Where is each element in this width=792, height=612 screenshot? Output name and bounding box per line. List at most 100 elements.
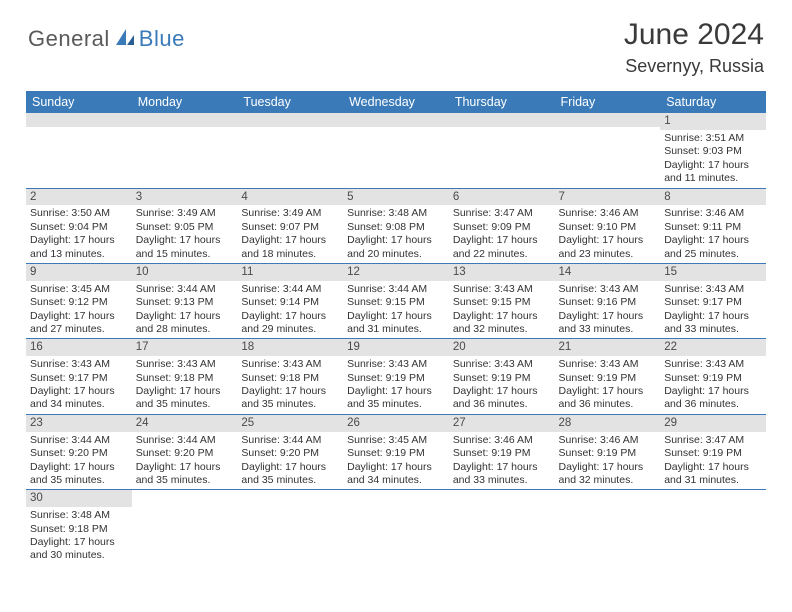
day-number: 15 <box>664 266 677 278</box>
sunset-text: Sunset: 9:15 PM <box>347 296 445 309</box>
daylight-text: Daylight: 17 hours and 33 minutes. <box>559 310 657 337</box>
sunset-text: Sunset: 9:19 PM <box>453 447 551 460</box>
sunrise-text: Sunrise: 3:43 AM <box>559 283 657 296</box>
calendar-day-cell: 15Sunrise: 3:43 AMSunset: 9:17 PMDayligh… <box>660 263 766 338</box>
daylight-text: Daylight: 17 hours and 15 minutes. <box>136 234 234 261</box>
sunset-text: Sunset: 9:03 PM <box>664 145 762 158</box>
day-number: 4 <box>241 191 247 203</box>
daylight-text: Daylight: 17 hours and 27 minutes. <box>30 310 128 337</box>
day-number-bar: 10 <box>132 264 238 281</box>
sunset-text: Sunset: 9:19 PM <box>453 372 551 385</box>
calendar-day-cell: 29Sunrise: 3:47 AMSunset: 9:19 PMDayligh… <box>660 414 766 489</box>
day-number-bar: 8 <box>660 189 766 206</box>
day-number-bar: 14 <box>555 264 661 281</box>
day-number: 5 <box>347 191 353 203</box>
daylight-text: Daylight: 17 hours and 11 minutes. <box>664 159 762 186</box>
sunset-text: Sunset: 9:05 PM <box>136 221 234 234</box>
sunrise-text: Sunrise: 3:44 AM <box>241 283 339 296</box>
sunrise-text: Sunrise: 3:51 AM <box>664 132 762 145</box>
day-number-bar: 28 <box>555 415 661 432</box>
daylight-text: Daylight: 17 hours and 13 minutes. <box>30 234 128 261</box>
daylight-text: Daylight: 17 hours and 23 minutes. <box>559 234 657 261</box>
day-number: 30 <box>30 492 43 504</box>
day-number: 1 <box>664 115 670 127</box>
day-number-bar: 19 <box>343 339 449 356</box>
calendar-day-cell: 24Sunrise: 3:44 AMSunset: 9:20 PMDayligh… <box>132 414 238 489</box>
calendar-day-cell: 3Sunrise: 3:49 AMSunset: 9:05 PMDaylight… <box>132 188 238 263</box>
calendar-week-row: 9Sunrise: 3:45 AMSunset: 9:12 PMDaylight… <box>26 263 766 338</box>
day-number-bar: 22 <box>660 339 766 356</box>
empty-day-bar <box>132 113 238 127</box>
weekday-header: Thursday <box>449 91 555 113</box>
calendar-day-cell: 12Sunrise: 3:44 AMSunset: 9:15 PMDayligh… <box>343 263 449 338</box>
calendar-day-cell: 5Sunrise: 3:48 AMSunset: 9:08 PMDaylight… <box>343 188 449 263</box>
sunrise-text: Sunrise: 3:43 AM <box>664 283 762 296</box>
daylight-text: Daylight: 17 hours and 30 minutes. <box>30 536 128 563</box>
sunrise-text: Sunrise: 3:43 AM <box>664 358 762 371</box>
sunset-text: Sunset: 9:19 PM <box>664 447 762 460</box>
calendar-week-row: 2Sunrise: 3:50 AMSunset: 9:04 PMDaylight… <box>26 188 766 263</box>
calendar-week-row: 30Sunrise: 3:48 AMSunset: 9:18 PMDayligh… <box>26 490 766 568</box>
day-number-bar: 13 <box>449 264 555 281</box>
calendar-day-cell: 8Sunrise: 3:46 AMSunset: 9:11 PMDaylight… <box>660 188 766 263</box>
sunset-text: Sunset: 9:08 PM <box>347 221 445 234</box>
day-number: 14 <box>559 266 572 278</box>
day-number-bar: 12 <box>343 264 449 281</box>
day-number: 25 <box>241 417 254 429</box>
sunset-text: Sunset: 9:19 PM <box>347 372 445 385</box>
day-number: 2 <box>30 191 36 203</box>
empty-day-bar <box>343 113 449 127</box>
sunrise-text: Sunrise: 3:44 AM <box>136 434 234 447</box>
calendar-day-cell: 13Sunrise: 3:43 AMSunset: 9:15 PMDayligh… <box>449 263 555 338</box>
calendar-day-cell: 1 Sunrise: 3:51 AMSunset: 9:03 PMDaylight… <box>660 113 766 188</box>
sunset-text: Sunset: 9:16 PM <box>559 296 657 309</box>
day-number: 18 <box>241 341 254 353</box>
daylight-text: Daylight: 17 hours and 32 minutes. <box>559 461 657 488</box>
sunrise-text: Sunrise: 3:46 AM <box>559 207 657 220</box>
day-number-bar: 9 <box>26 264 132 281</box>
day-number-bar: 4 <box>237 189 343 206</box>
sunrise-text: Sunrise: 3:43 AM <box>136 358 234 371</box>
logo-text-blue: Blue <box>139 26 185 52</box>
sunrise-text: Sunrise: 3:46 AM <box>559 434 657 447</box>
sunset-text: Sunset: 9:20 PM <box>241 447 339 460</box>
weekday-header: Saturday <box>660 91 766 113</box>
calendar-day-cell: 26Sunrise: 3:45 AMSunset: 9:19 PMDayligh… <box>343 414 449 489</box>
day-number-bar: 30 <box>26 490 132 507</box>
calendar-day-cell: 10Sunrise: 3:44 AMSunset: 9:13 PMDayligh… <box>132 263 238 338</box>
day-number-bar: 7 <box>555 189 661 206</box>
daylight-text: Daylight: 17 hours and 31 minutes. <box>664 461 762 488</box>
day-number: 3 <box>136 191 142 203</box>
calendar-day-cell <box>343 113 449 188</box>
calendar-day-cell: 2Sunrise: 3:50 AMSunset: 9:04 PMDaylight… <box>26 188 132 263</box>
calendar-day-cell <box>237 113 343 188</box>
daylight-text: Daylight: 17 hours and 35 minutes. <box>241 461 339 488</box>
sunrise-text: Sunrise: 3:46 AM <box>453 434 551 447</box>
daylight-text: Daylight: 17 hours and 36 minutes. <box>453 385 551 412</box>
daylight-text: Daylight: 17 hours and 25 minutes. <box>664 234 762 261</box>
daylight-text: Daylight: 17 hours and 22 minutes. <box>453 234 551 261</box>
calendar-day-cell: 17Sunrise: 3:43 AMSunset: 9:18 PMDayligh… <box>132 339 238 414</box>
weekday-header: Monday <box>132 91 238 113</box>
day-number-bar: 3 <box>132 189 238 206</box>
daylight-text: Daylight: 17 hours and 35 minutes. <box>30 461 128 488</box>
sunrise-text: Sunrise: 3:47 AM <box>453 207 551 220</box>
empty-day-bar <box>449 113 555 127</box>
calendar-day-cell <box>449 113 555 188</box>
day-number: 29 <box>664 417 677 429</box>
title-block: June 2024 Severnyy, Russia <box>624 18 764 77</box>
weekday-header: Sunday <box>26 91 132 113</box>
day-number: 23 <box>30 417 43 429</box>
sunrise-text: Sunrise: 3:43 AM <box>30 358 128 371</box>
calendar-day-cell: 21Sunrise: 3:43 AMSunset: 9:19 PMDayligh… <box>555 339 661 414</box>
day-number-bar: 24 <box>132 415 238 432</box>
sunrise-text: Sunrise: 3:43 AM <box>453 283 551 296</box>
sunrise-text: Sunrise: 3:48 AM <box>347 207 445 220</box>
sunset-text: Sunset: 9:19 PM <box>664 372 762 385</box>
day-number-bar: 11 <box>237 264 343 281</box>
calendar-day-cell: 22Sunrise: 3:43 AMSunset: 9:19 PMDayligh… <box>660 339 766 414</box>
day-number-bar: 25 <box>237 415 343 432</box>
day-number: 19 <box>347 341 360 353</box>
daylight-text: Daylight: 17 hours and 18 minutes. <box>241 234 339 261</box>
calendar-week-row: 1 Sunrise: 3:51 AMSunset: 9:03 PMDaylight… <box>26 113 766 188</box>
